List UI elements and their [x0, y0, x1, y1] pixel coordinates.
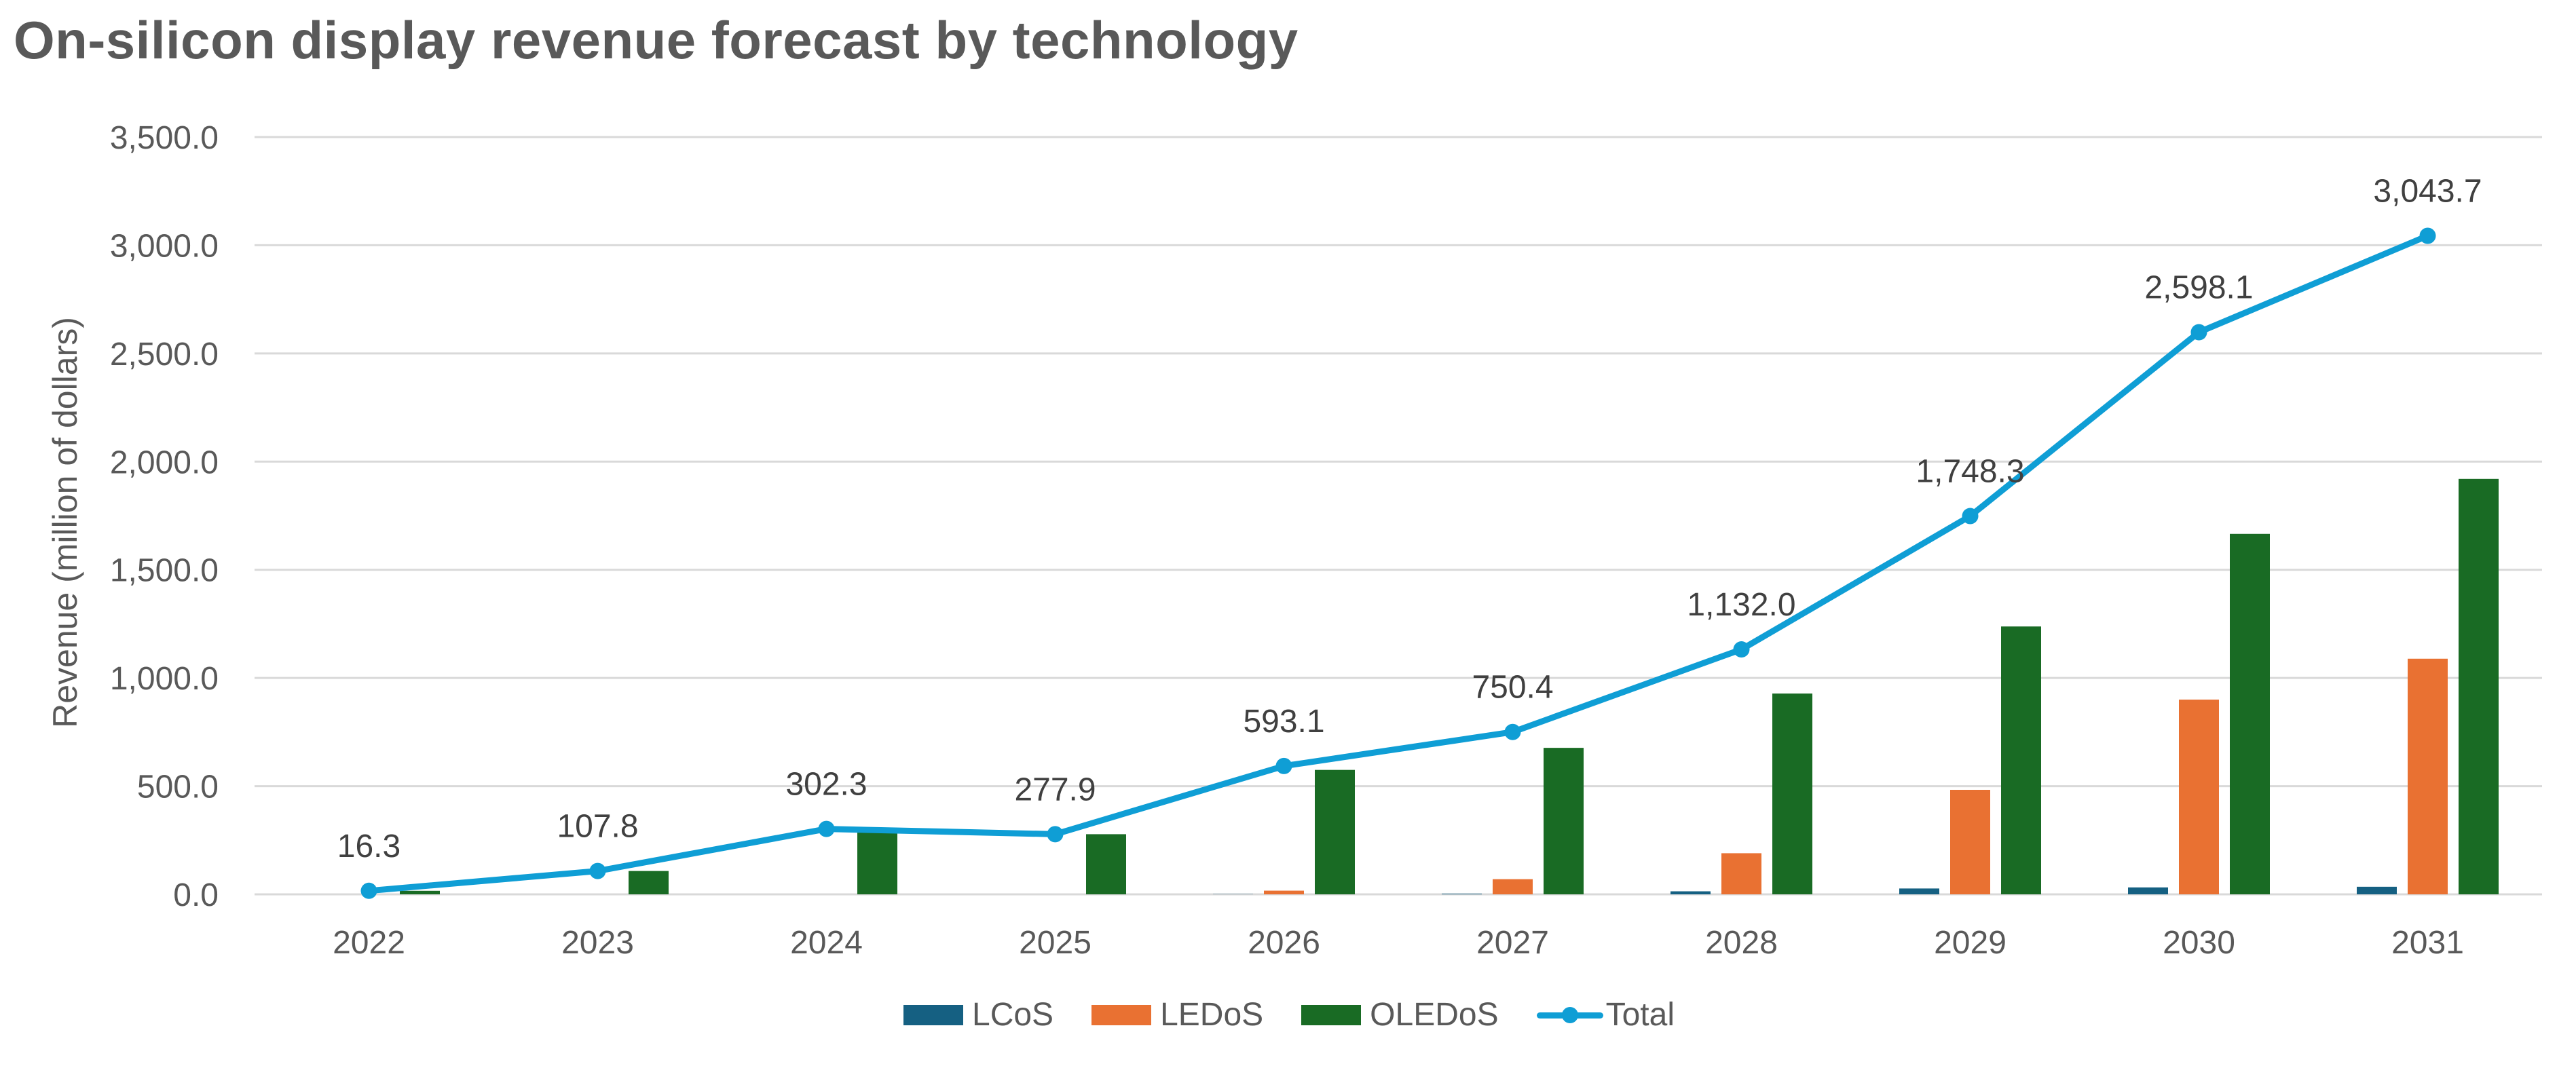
total-line-series	[360, 227, 2436, 899]
y-tick-label: 2,500.0	[110, 337, 219, 373]
legend-item-total[interactable]: Total	[1536, 996, 1675, 1034]
x-axis-ticks: 2022 2023 2024 2025 2026 2027 2028 2029 2030 2031	[333, 925, 2464, 961]
y-axis-ticks: 0.0 500.0 1,000.0 1,500.0 2,000.0 2,500.0 3,00…	[110, 120, 219, 913]
y-tick-label: 500.0	[137, 769, 219, 805]
data-label-total-2024: 302.3	[785, 767, 867, 803]
y-tick-label: 2,000.0	[110, 444, 219, 480]
x-tick-label: 2023	[561, 925, 634, 961]
x-tick-label: 2022	[333, 925, 405, 961]
legend-label: LEDoS	[1160, 997, 1264, 1033]
legend-item-lcos[interactable]: LCoS	[903, 996, 1053, 1034]
data-label-total-2025: 277.9	[1014, 772, 1096, 807]
data-label-total-2026: 593.1	[1243, 704, 1324, 740]
bar-oledos-2024	[857, 829, 897, 894]
bar-lcos-2030	[2128, 887, 2168, 894]
chart-title: On-silicon display revenue forecast by t…	[14, 10, 1299, 70]
bar-oledos-2031	[2459, 478, 2499, 894]
total-marker-2022	[360, 882, 377, 899]
bar-ledos-2027	[1493, 879, 1533, 894]
bar-ledos-2029	[1950, 789, 1990, 894]
legend-swatch-oledos	[1301, 1005, 1362, 1025]
legend-line-marker-icon	[1536, 1005, 1603, 1025]
x-tick-label: 2029	[1934, 925, 2006, 961]
total-marker-2031	[2419, 227, 2436, 244]
total-marker-2028	[1733, 641, 1750, 658]
total-marker-2030	[2190, 324, 2207, 341]
bar-oledos-2027	[1544, 748, 1584, 894]
bar-oledos-2022	[400, 890, 440, 894]
data-label-total-2031: 3,043.7	[2373, 173, 2482, 209]
total-marker-2025	[1047, 826, 1064, 843]
x-tick-label: 2024	[790, 925, 863, 961]
bars	[400, 478, 2499, 894]
x-tick-label: 2025	[1019, 925, 1091, 961]
data-label-total-2023: 107.8	[557, 809, 638, 845]
y-tick-label: 0.0	[173, 877, 219, 913]
data-label-total-2029: 1,748.3	[1916, 454, 2024, 490]
bar-oledos-2028	[1772, 693, 1812, 894]
bar-ledos-2028	[1721, 853, 1761, 894]
y-tick-label: 1,000.0	[110, 661, 219, 697]
legend: LCoS LEDoS OLEDoS Total	[903, 996, 1675, 1034]
legend-swatch-lcos	[903, 1005, 963, 1025]
bar-ledos-2031	[2408, 658, 2448, 894]
x-tick-label: 2028	[1705, 925, 1778, 961]
data-label-total-2028: 1,132.0	[1687, 587, 1795, 623]
bar-oledos-2030	[2230, 533, 2270, 894]
data-labels: 16.3 107.8 302.3 277.9 593.1 750.4 1,132.0 1,74…	[337, 173, 2482, 864]
legend-label: OLEDoS	[1370, 997, 1499, 1033]
y-tick-label: 3,500.0	[110, 120, 219, 156]
bar-ledos-2030	[2179, 700, 2219, 894]
x-tick-label: 2026	[1248, 925, 1320, 961]
bar-lcos-2031	[2357, 886, 2397, 894]
data-label-total-2022: 16.3	[337, 829, 400, 864]
total-marker-2026	[1275, 757, 1292, 774]
bar-oledos-2025	[1086, 834, 1126, 894]
legend-swatch-ledos	[1091, 1005, 1152, 1025]
legend-label: LCoS	[972, 997, 1054, 1033]
bar-oledos-2023	[629, 871, 669, 894]
bar-ledos-2026	[1264, 890, 1304, 894]
bar-oledos-2026	[1315, 769, 1355, 894]
legend-label: Total	[1605, 997, 1675, 1033]
data-label-total-2027: 750.4	[1472, 670, 1553, 706]
total-marker-2023	[589, 862, 606, 879]
total-marker-2029	[1962, 508, 1979, 525]
total-line	[366, 232, 2431, 894]
y-axis-title: Revenue (million of dollars)	[46, 317, 84, 728]
total-marker-2024	[818, 820, 835, 837]
x-tick-label: 2030	[2163, 925, 2235, 961]
x-tick-label: 2027	[1476, 925, 1549, 961]
legend-item-oledos[interactable]: OLEDoS	[1301, 996, 1499, 1034]
bar-lcos-2029	[1899, 888, 1939, 894]
total-marker-2027	[1504, 723, 1521, 740]
y-tick-label: 1,500.0	[110, 553, 219, 589]
legend-item-ledos[interactable]: LEDoS	[1091, 996, 1263, 1034]
data-label-total-2030: 2,598.1	[2144, 270, 2253, 306]
y-tick-label: 3,000.0	[110, 228, 219, 264]
bar-oledos-2029	[2001, 626, 2041, 894]
x-tick-label: 2031	[2391, 925, 2464, 961]
bar-lcos-2028	[1670, 891, 1711, 894]
